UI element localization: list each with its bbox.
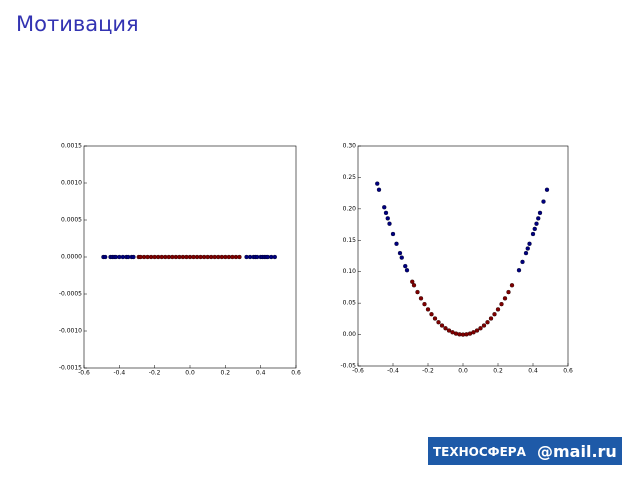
point [422,301,427,307]
point [429,312,434,317]
point [536,216,541,221]
point [446,328,452,333]
y-tick-label: 0.0015 [61,143,82,150]
point [383,210,389,216]
point [471,330,476,335]
point [534,221,539,226]
y-tick-label: 0.0000 [61,254,82,261]
y-tick-label: 0.25 [343,174,357,181]
slide-title: Мотивация [16,12,139,36]
point [103,254,108,260]
point [418,296,424,301]
point [532,226,537,232]
point [415,289,420,295]
x-tick-label: 0.4 [528,368,538,375]
point [237,254,242,260]
point [527,241,532,246]
point [525,246,530,251]
point [385,216,390,221]
point [495,307,501,312]
y-tick-label: 0.05 [343,300,357,307]
point [376,187,382,192]
x-tick-label: 0.6 [291,370,301,377]
y-tick-label: 0.15 [343,237,357,244]
point [492,312,497,317]
y-tick-label: 0.20 [343,205,357,212]
y-tick-label: 0.0010 [61,180,82,187]
point [131,254,136,260]
point [499,301,504,307]
point [509,283,515,288]
x-tick-label: -0.6 [78,370,90,377]
x-tick-label: 0.0 [185,370,195,377]
y-tick-label: 0.00 [343,331,357,338]
point [399,255,404,260]
point [485,320,490,325]
x-tick-label: 0.2 [221,370,231,377]
y-tick-label: 0.0005 [61,217,82,224]
point [523,250,529,256]
point [411,283,417,288]
point [375,181,380,186]
logo-box [428,437,622,465]
point [404,268,410,273]
x-tick-label: -0.4 [113,370,125,377]
point [502,296,508,301]
point [453,331,459,336]
y-tick-label: 0.30 [343,143,357,150]
y-tick-label: 0.10 [343,268,357,275]
point [443,326,448,331]
y-tick-label: -0.0005 [59,291,82,298]
point [464,332,469,337]
x-tick-label: -0.2 [149,370,161,377]
point [488,316,494,321]
x-tick-label: -0.2 [422,368,434,375]
point [544,187,550,192]
y-tick-label: -0.0015 [59,365,82,372]
point [410,279,415,284]
point [425,307,431,312]
point [506,289,511,295]
x-tick-label: 0.4 [256,370,266,377]
point [520,259,525,265]
point [397,250,403,256]
point [537,210,543,216]
point [272,254,277,260]
point [516,268,522,273]
y-tick-label: -0.0010 [59,328,82,335]
x-tick-label: 0.6 [563,368,573,375]
x-tick-label: -0.4 [387,368,399,375]
point [478,326,483,331]
point [403,263,408,269]
point [432,316,438,321]
point [530,231,536,237]
point [390,231,396,237]
point [436,320,441,325]
x-tick-label: -0.6 [352,368,364,375]
logo-partner: @mail.ru [537,442,617,461]
y-tick-label: -0.05 [340,363,356,370]
point [474,328,480,333]
x-tick-label: 0.2 [493,368,503,375]
logo-brand: ТЕХНОСФЕРА [433,445,527,459]
point [439,323,445,328]
point [541,199,546,204]
point [481,323,487,328]
point [394,241,399,246]
point [382,205,387,210]
point [387,221,392,226]
x-tick-label: 0.0 [458,368,468,375]
